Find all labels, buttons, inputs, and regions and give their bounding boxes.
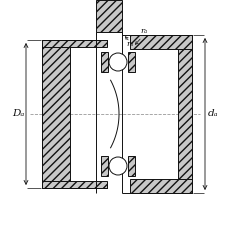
Text: dₐ: dₐ [207,109,218,118]
Polygon shape [101,156,108,176]
Polygon shape [106,47,129,181]
Bar [95,0,121,32]
Text: Dₐ: Dₐ [12,109,24,118]
Text: rₐ: rₐ [125,40,133,48]
Polygon shape [128,156,134,176]
Polygon shape [129,35,191,49]
Polygon shape [129,179,191,193]
Polygon shape [42,47,70,181]
Polygon shape [42,40,106,47]
Circle shape [109,53,126,71]
Circle shape [109,157,126,175]
Text: rₐ: rₐ [139,27,147,35]
Polygon shape [42,181,106,188]
Polygon shape [128,52,134,72]
Polygon shape [177,49,191,179]
Polygon shape [101,52,108,72]
